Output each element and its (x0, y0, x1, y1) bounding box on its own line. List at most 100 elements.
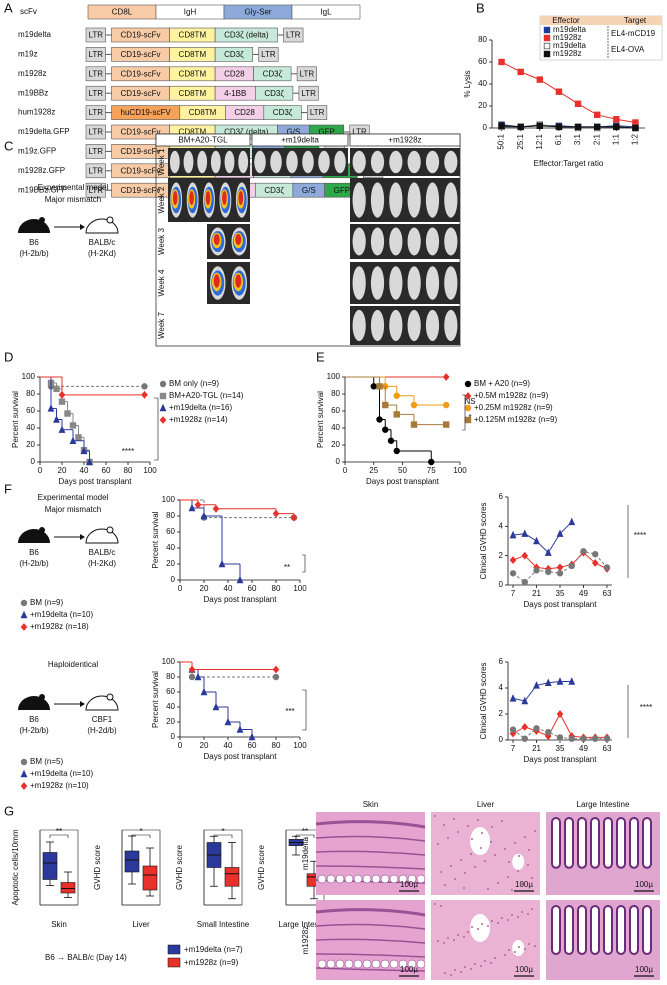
x-axis-title: Days post transplant (524, 600, 598, 609)
segment-label: CD28 (224, 69, 245, 78)
y-tick-label: 100 (162, 495, 176, 504)
nucleus (527, 913, 529, 915)
data-point (632, 119, 639, 126)
y-axis-title: GVHD score (175, 845, 184, 890)
segment-label: 4-1BB (224, 89, 246, 98)
x-tick-label: 40 (224, 741, 233, 750)
nucleus (440, 905, 442, 907)
x-tick-label: 25 (369, 466, 378, 475)
x-tick-label: 80 (272, 584, 281, 593)
construct-name: m19z (18, 50, 38, 59)
data-point (517, 68, 524, 76)
legend-marker (20, 599, 28, 607)
legend-marker (159, 392, 167, 400)
week-label: Week 4 (157, 269, 166, 297)
x-tick-label: 1:1 (611, 133, 620, 145)
data-point (53, 385, 60, 393)
nucleus (437, 843, 439, 845)
segment-label: CD3ζ (273, 108, 293, 117)
panel-label: E (316, 349, 325, 364)
tissue-layer (315, 923, 426, 930)
nucleus (511, 914, 513, 916)
data-point (80, 446, 88, 455)
mouse (210, 150, 221, 174)
x-axis-title: Large Intestine (279, 920, 332, 929)
mouse-ear (106, 526, 114, 534)
panel-label: B (476, 0, 485, 15)
mouse (370, 266, 385, 300)
nucleus (474, 866, 476, 868)
legend-marker (543, 34, 551, 42)
nucleus (434, 903, 436, 905)
adipocyte (407, 959, 417, 969)
legend-marker (159, 380, 167, 388)
signal (213, 274, 220, 288)
nucleus (487, 888, 489, 890)
adipocyte (380, 959, 390, 969)
nucleus (463, 936, 465, 938)
y-tick-label: 0 (483, 123, 488, 132)
data-point (556, 570, 564, 577)
data-point (536, 76, 544, 83)
data-point (556, 677, 564, 685)
nucleus (443, 824, 445, 826)
adipocyte (407, 874, 417, 884)
y-tick-label: 60 (331, 406, 340, 415)
data-point (224, 717, 232, 726)
data-point (188, 503, 196, 512)
data-point (509, 570, 517, 577)
data-point (568, 735, 575, 742)
nucleus (460, 971, 462, 973)
nucleus (453, 939, 455, 941)
segment-label: CD28 (234, 108, 255, 117)
column-header-box (349, 133, 461, 147)
segment-label: G/S (302, 186, 316, 195)
segment-label: LTR (89, 166, 104, 175)
data-point (521, 578, 528, 586)
crypt (551, 817, 561, 869)
data-point (533, 681, 540, 689)
data-point (188, 665, 196, 674)
segment-label: LTR (89, 69, 104, 78)
crypt (642, 905, 652, 955)
recipient: BALB/c (89, 548, 116, 557)
nucleus (447, 837, 449, 839)
y-tick-label: 20 (166, 559, 175, 568)
mouse (425, 182, 440, 218)
data-point (555, 88, 563, 95)
segment-label: CD19-scFv (121, 166, 161, 175)
segment-label: CD8TM (179, 31, 207, 40)
segment-label: LTR (300, 69, 315, 78)
bli-image (350, 262, 460, 304)
mouse (444, 182, 458, 218)
segment-label: CD19-scFv (121, 89, 161, 98)
mouse (407, 309, 421, 342)
segment-label: CD8TM (179, 89, 207, 98)
nucleus (447, 937, 449, 939)
segment-label: CD19-scFv (121, 147, 161, 156)
mouse (425, 227, 440, 256)
mouse (302, 150, 314, 174)
data-point (521, 551, 529, 560)
data-point (574, 123, 582, 131)
data-point (603, 564, 611, 571)
y-tick-label: 60 (166, 687, 175, 696)
data-point (591, 559, 599, 567)
data-point (613, 123, 620, 131)
x-axis-title: Days post transplant (204, 595, 278, 604)
y-tick-label: 20 (26, 440, 35, 449)
adipocyte (362, 874, 372, 884)
x-tick-label: 20 (200, 584, 209, 593)
mouse (425, 309, 440, 342)
data-point (603, 735, 611, 742)
adipocyte (317, 959, 327, 969)
legend-marker (20, 610, 28, 619)
data-point (568, 677, 576, 685)
segment-label: LTR (261, 50, 276, 59)
tissue-layer (315, 908, 426, 917)
nucleus (460, 859, 462, 861)
data-point (555, 123, 563, 131)
crypt (616, 905, 626, 955)
segment-label: GFP (334, 186, 350, 195)
y-tick-label: 40 (331, 423, 340, 432)
